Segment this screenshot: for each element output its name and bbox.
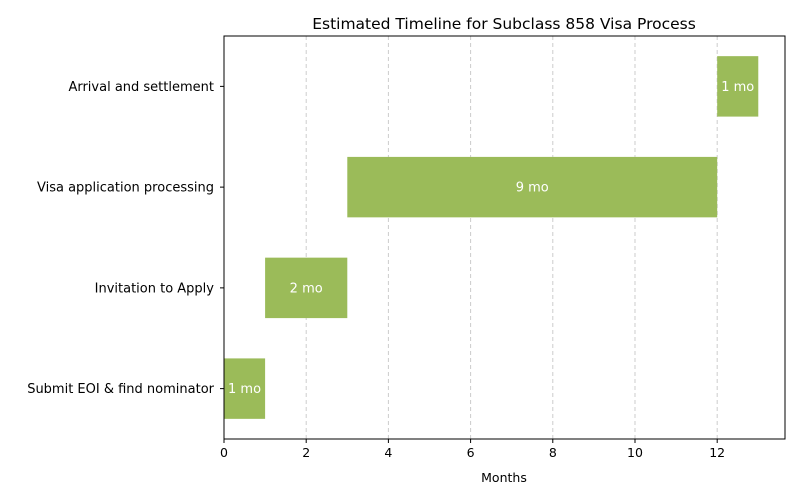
x-tick-label: 10 (627, 445, 643, 460)
bar-value-label: 2 mo (290, 281, 323, 296)
x-tick-label: 12 (709, 445, 725, 460)
bar-value-label: 1 mo (721, 80, 754, 95)
y-tick-label: Arrival and settlement (68, 80, 214, 95)
x-axis-label: Months (481, 470, 527, 485)
x-tick-label: 2 (302, 445, 310, 460)
x-axis: 0 2 4 6 8 10 12 (220, 439, 725, 460)
plot-frame (223, 35, 786, 440)
chart-title: Estimated Timeline for Subclass 858 Visa… (312, 15, 696, 33)
bars (224, 56, 759, 419)
x-tick-label: 4 (384, 445, 392, 460)
bar (224, 358, 266, 419)
bar (717, 56, 759, 117)
x-tick-label: 8 (549, 445, 557, 460)
x-tick-label: 0 (220, 445, 228, 460)
bar (347, 156, 718, 218)
x-tick-label: 6 (467, 445, 475, 460)
bar-labels: 1 mo 2 mo 9 mo 1 mo (228, 80, 754, 397)
bar-value-label: 1 mo (228, 382, 261, 397)
y-tick-label: Visa application processing (37, 181, 214, 196)
y-tick-label: Submit EOI & find nominator (27, 382, 214, 397)
grid-lines (223, 36, 718, 439)
bar-value-label: 9 mo (516, 181, 549, 196)
y-axis: Submit EOI & find nominator Invitation to… (27, 80, 224, 397)
bar (265, 257, 348, 319)
y-tick-label: Invitation to Apply (95, 281, 215, 296)
